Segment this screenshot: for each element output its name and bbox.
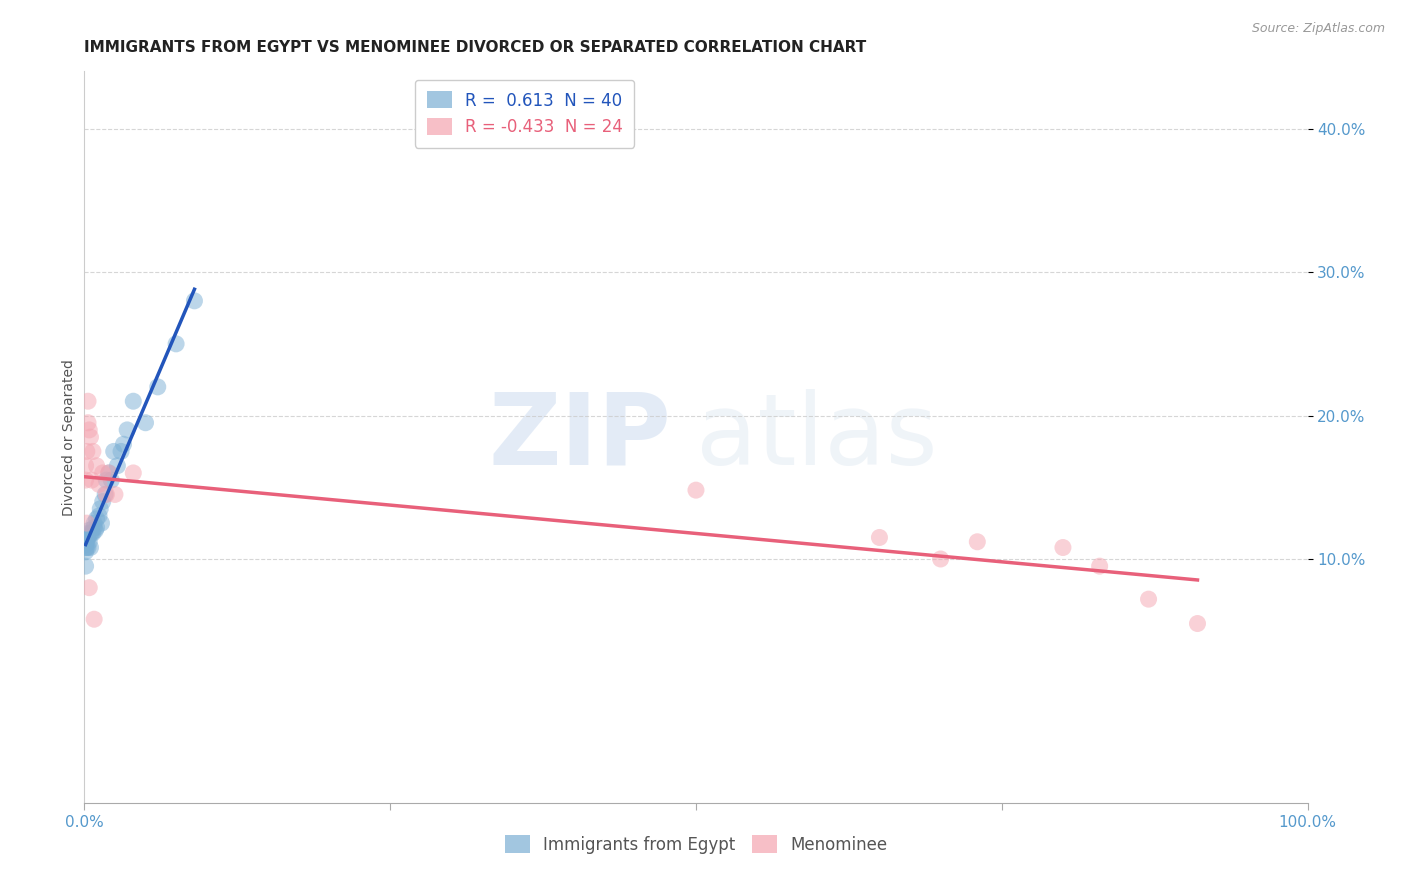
Point (77, 524, 100, 538)
Point (869, 531, 891, 545)
Point (165, 336, 187, 351)
Point (76, 534, 98, 549)
Point (122, 466, 145, 480)
Point (87, 477, 110, 491)
Point (77, 541, 100, 555)
Point (96, 487, 118, 501)
Point (75, 473, 97, 487)
Point (77, 526, 100, 541)
Point (112, 437, 135, 451)
Point (966, 534, 988, 549)
Y-axis label: Divorced or Separated: Divorced or Separated (62, 359, 76, 516)
Point (1137, 592, 1160, 607)
Point (96, 473, 118, 487)
Point (86, 458, 108, 473)
Text: Source: ZipAtlas.com: Source: ZipAtlas.com (1251, 22, 1385, 36)
Point (76, 444, 98, 458)
Point (75, 534, 97, 549)
Point (94, 487, 117, 501)
Point (76, 516, 98, 530)
Point (77, 394, 100, 409)
Point (685, 483, 707, 497)
Point (146, 380, 169, 394)
Point (91, 494, 114, 508)
Point (86, 512, 108, 526)
Point (75, 538, 97, 552)
Point (183, 293, 205, 308)
Point (86, 520, 108, 534)
Text: atlas: atlas (696, 389, 938, 485)
Point (1088, 559, 1111, 574)
Text: IMMIGRANTS FROM EGYPT VS MENOMINEE DIVORCED OR SEPARATED CORRELATION CHART: IMMIGRANTS FROM EGYPT VS MENOMINEE DIVOR… (84, 40, 866, 55)
Point (79, 541, 101, 555)
Point (1052, 541, 1074, 555)
Point (103, 444, 125, 458)
Legend: Immigrants from Egypt, Menominee: Immigrants from Egypt, Menominee (498, 829, 894, 860)
Point (135, 416, 157, 430)
Point (82, 444, 104, 458)
Point (75, 541, 97, 555)
Point (90, 516, 112, 530)
Point (77, 531, 100, 545)
Point (1187, 616, 1209, 631)
Point (76, 541, 98, 555)
Point (83, 520, 105, 534)
Point (929, 552, 952, 566)
Point (75, 458, 97, 473)
Point (75, 559, 97, 574)
Point (79, 430, 101, 444)
Point (84, 524, 107, 538)
Point (97, 466, 120, 480)
Point (105, 458, 128, 473)
Point (82, 526, 104, 541)
Point (104, 487, 127, 501)
Point (77, 581, 100, 595)
Point (80, 473, 103, 487)
Point (115, 423, 138, 437)
Point (76, 531, 98, 545)
Point (83, 612, 105, 626)
Point (91, 466, 114, 480)
Point (87, 508, 110, 523)
Point (97, 466, 120, 480)
Point (77, 534, 100, 549)
Point (110, 444, 132, 458)
Point (122, 394, 145, 409)
Point (89, 501, 111, 516)
Point (79, 526, 101, 541)
Point (75, 545, 97, 559)
Text: ZIP: ZIP (489, 389, 672, 485)
Point (77, 423, 100, 437)
Point (100, 473, 122, 487)
Point (77, 416, 100, 430)
Point (80, 526, 103, 541)
Point (83, 516, 105, 530)
